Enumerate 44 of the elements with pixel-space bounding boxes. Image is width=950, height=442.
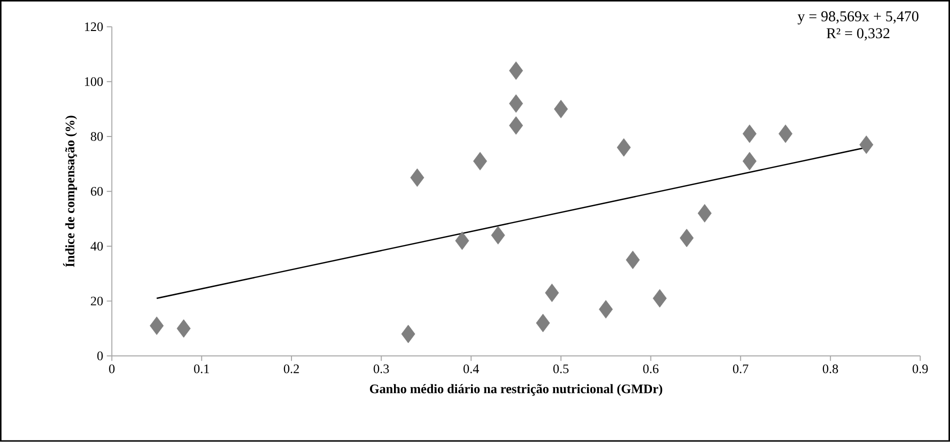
- point: [509, 116, 523, 135]
- point: [491, 226, 506, 245]
- x-tick-label: 0.6: [643, 364, 658, 374]
- x-tick-label: 0: [109, 364, 115, 374]
- point: [626, 250, 640, 270]
- y-tick-label: 80: [90, 132, 103, 141]
- point: [598, 300, 613, 319]
- x-tick-label: 0.3: [374, 364, 389, 374]
- x-tick-label: 0.9: [912, 364, 928, 374]
- point: [150, 316, 164, 336]
- point: [455, 232, 470, 250]
- point: [859, 136, 874, 154]
- x-tick-label: 0.2: [284, 364, 299, 374]
- y-tick-label: 100: [85, 77, 103, 86]
- annotation: R² = 0,332: [826, 28, 890, 41]
- point: [176, 319, 191, 338]
- point: [742, 124, 757, 144]
- point: [554, 100, 568, 118]
- point: [536, 314, 550, 332]
- point: [410, 168, 424, 187]
- point: [616, 138, 631, 157]
- x-tick-label: 0.7: [732, 364, 748, 374]
- point: [509, 94, 523, 113]
- point: [652, 289, 667, 308]
- y-tick-label: 60: [90, 187, 103, 196]
- point: [401, 324, 416, 344]
- y-tick-label: 0: [97, 352, 103, 360]
- point: [778, 124, 792, 144]
- point: [742, 152, 757, 171]
- x-tick-label: 0.5: [553, 364, 569, 374]
- y-tick-label: 40: [90, 242, 103, 251]
- point: [473, 152, 488, 171]
- x-axis-title: Ganho médio diário na restrição nutricional (GMDr): [370, 384, 662, 396]
- point: [509, 62, 523, 80]
- y-tick-label: 120: [85, 22, 103, 32]
- y-tick-label: 20: [90, 296, 103, 306]
- point: [680, 228, 694, 248]
- text: y = 98,569x + 5,470: [798, 11, 918, 25]
- x-tick-label: 0.4: [464, 364, 480, 374]
- point: [545, 284, 559, 302]
- x-tick-label: 0.8: [822, 364, 838, 374]
- y-axis-title: Índice de compensação (%): [63, 116, 78, 268]
- point: [698, 204, 712, 223]
- x-tick-label: 0.1: [194, 364, 209, 374]
